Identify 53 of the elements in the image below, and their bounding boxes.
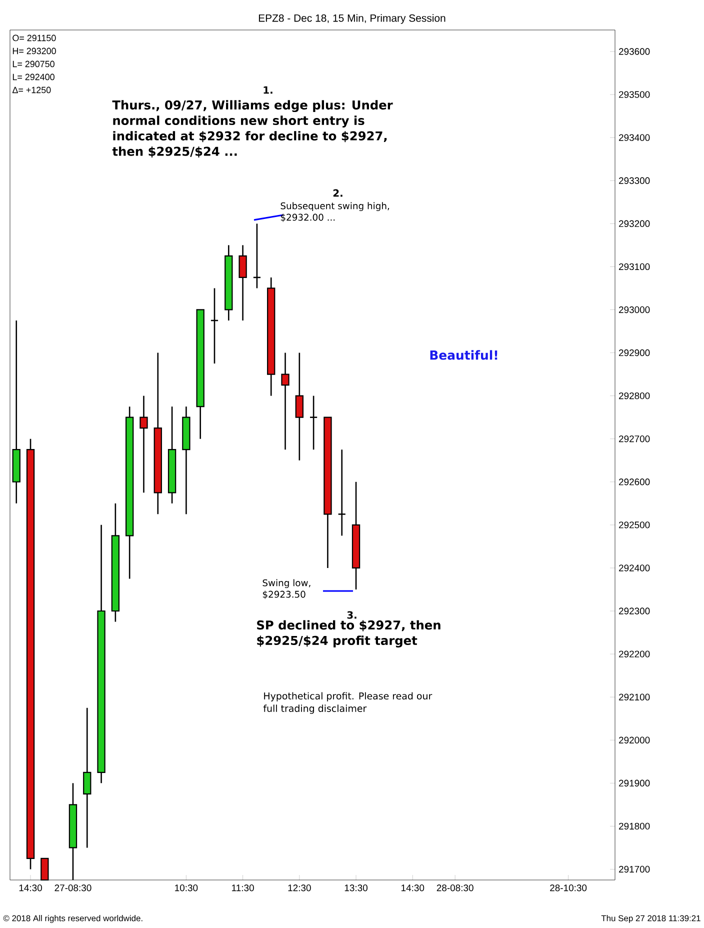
y-tick-label: 292300: [618, 608, 650, 614]
annotation: SP declined to $2927, then $2925/$24 profit target: [257, 620, 440, 648]
candlestick: [238, 244, 247, 322]
text: © 2018 All rights reserved worldwide.: [3, 915, 142, 923]
candlestick: [338, 448, 346, 536]
annotation: 3.: [347, 611, 356, 619]
annotation: L= 290750: [12, 60, 54, 68]
annotation: Swing low, $2923.50: [262, 579, 310, 599]
x-tick-label: 27-08:30: [54, 884, 92, 892]
annotation: Δ= +1250: [12, 86, 51, 94]
chart-title: EPZ8 - Dec 18, 15 Min, Primary Session: [258, 14, 446, 24]
y-tick-label: 293400: [618, 134, 650, 141]
annotation: O= 291150: [12, 34, 56, 42]
y-tick-label: 293500: [618, 91, 650, 98]
y-tick-label: 292400: [618, 564, 650, 572]
candlestick: [309, 395, 318, 450]
x-tick-label: 28-08:30: [436, 884, 474, 892]
candlestick: [140, 395, 148, 494]
y-tick-label: 291700: [618, 866, 650, 873]
y-tick-label: 291800: [618, 822, 650, 830]
y-tick-label: 292200: [618, 650, 650, 658]
x-tick-label: 10:30: [175, 884, 198, 892]
y-tick-label: 292100: [618, 694, 650, 700]
annotation: Beautiful!: [430, 350, 498, 360]
annotation: Thurs., 09/27, Williams edge plus: Under normal conditions new short entry is indicated at $2932 for decline to $2927, then $2925/$24 ...: [112, 100, 393, 158]
y-tick-label: 293100: [618, 263, 650, 270]
x-tick-label: 14:30: [402, 884, 424, 892]
x-tick-label: 14:30: [19, 884, 42, 892]
y-tick-label: 293300: [618, 177, 650, 184]
y-tick-label: 292700: [618, 436, 650, 442]
candlestick: [281, 352, 290, 450]
y-tick-label: 292000: [618, 736, 650, 744]
annotation: H= 293200: [12, 48, 56, 54]
y-tick-label: 292900: [618, 349, 650, 356]
x-tick-label: 13:30: [344, 884, 368, 892]
annotation: L= 292400: [12, 74, 54, 80]
y-tick-label: 292600: [618, 478, 650, 486]
candlestick: [83, 707, 92, 848]
x-tick-label: 12:30: [288, 884, 311, 892]
annotation: Hypothetical profit. Please read our full trading disclaimer: [263, 692, 432, 714]
annotation: Subsequent swing high, $2932.00 ...: [280, 202, 390, 222]
candlestick: [295, 352, 304, 462]
annotation: 1.: [264, 86, 272, 94]
y-tick-label: 291900: [618, 780, 650, 787]
y-tick-label: 293600: [618, 48, 650, 55]
y-tick-label: 293200: [618, 220, 650, 228]
annotation: 2.: [333, 189, 342, 197]
text: Thu Sep 27 2018 11:39:21: [601, 915, 700, 923]
x-tick-label: 28-10:30: [550, 884, 587, 892]
x-tick-label: 11:30: [232, 884, 254, 892]
y-tick-label: 293000: [618, 306, 650, 314]
y-tick-label: 292500: [618, 522, 650, 528]
y-tick-label: 292800: [618, 392, 650, 400]
